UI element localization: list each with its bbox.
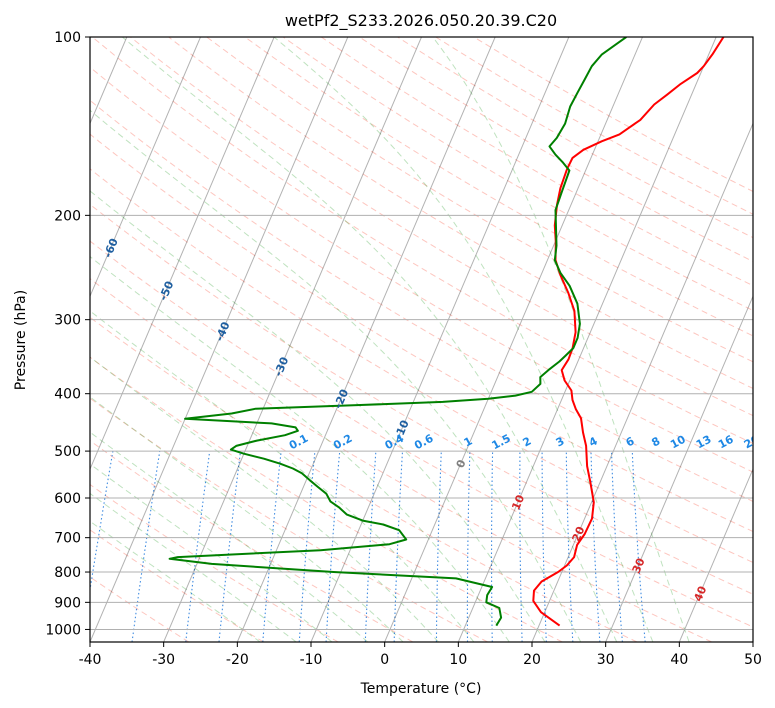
isotherm-label: -80 [0,151,10,175]
y-tick-label: 700 [54,531,81,547]
dry-adiabat [90,203,753,595]
isotherm-line [752,640,753,642]
plot-background [90,37,753,642]
dry-adiabat [90,356,563,642]
profile-line [168,37,627,627]
mixing-ratio-line [631,451,646,642]
y-tick-label: 900 [54,595,81,611]
x-tick-label: 20 [523,652,541,668]
x-tick-label: -30 [152,652,175,668]
dry-adiabat [90,240,753,628]
x-tick-label: 50 [744,652,762,668]
dry-adiabat [282,37,753,312]
isotherm-line [384,37,643,642]
isotherm-label: 40 [691,584,709,603]
y-axis-ticks: 100 200 300 400 500 600 700 800 900 1000 [45,30,90,638]
y-tick-label: 100 [54,30,81,46]
moist-adiabat [121,37,618,642]
dry-adiabat [90,133,753,533]
dry-adiabat [90,316,638,642]
mixing-ratio-label: 13 [694,433,714,452]
background-lines [90,37,753,642]
x-tick-label: 0 [380,652,389,668]
mixing-ratio-line [185,451,211,642]
x-tick-label: -20 [226,652,249,668]
moist-adiabat [90,310,475,642]
grid-lines [90,36,753,630]
moist-adiabat [90,463,333,642]
x-tick-label: -40 [79,652,102,668]
moist-adiabat [273,37,654,642]
moist-adiabat [90,255,510,642]
mixing-ratio-label: 20 [742,433,762,452]
isotherm-line [236,37,496,642]
isotherm-line [531,122,753,642]
dry-adiabat [91,37,753,445]
dry-adiabat [90,168,753,563]
mixing-ratio-label: 25 [768,433,775,452]
mixing-ratio-line [298,451,316,642]
y-tick-label: 800 [54,565,81,581]
isotherm-line [90,37,275,471]
isotherm-line [605,295,753,642]
moist-adiabat [90,520,261,642]
dry-adiabat [90,99,753,502]
x-tick-label: 30 [597,652,615,668]
mixing-ratio-label: 16 [716,433,736,452]
x-axis-ticks: -40 -30 -20 -10 0 10 20 30 40 50 [79,642,762,668]
y-tick-label: 300 [54,313,81,329]
dry-adiabat [130,37,753,417]
y-axis-title: Pressure (hPa) [13,290,29,390]
isotherm-line [163,37,422,642]
mixing-ratio-label: 10 [668,433,688,452]
isotherm-label: 10 [509,493,527,512]
isotherm-line [457,37,717,642]
mixing-ratio-line [90,451,114,594]
dry-adiabat [90,278,712,642]
chart-title: wetPf2_S233.2026.050.20.39.C20 [285,11,557,31]
y-tick-label: 600 [54,491,81,507]
mixing-ratio-line [131,451,161,642]
isotherm-line [310,37,570,642]
y-tick-label: 400 [54,387,81,403]
x-axis-title: Temperature (°C) [360,681,482,697]
moist-adiabat [90,492,297,642]
dry-adiabat [168,37,753,389]
mixing-ratio-line [218,451,242,642]
moist-adiabat [90,356,439,642]
mixing-ratio-line [262,451,282,642]
isotherm-line [678,467,753,642]
isotherm-label: 20 [570,524,588,543]
dry-adiabat [244,37,753,337]
x-tick-label: 40 [670,652,688,668]
x-tick-label: 10 [449,652,467,668]
isotherm-line [90,37,349,642]
y-tick-label: 1000 [45,622,81,638]
moist-adiabat [90,431,369,642]
y-tick-label: 200 [54,208,81,224]
profile-series [168,37,725,627]
dry-adiabat [90,483,339,642]
isotherm-line [90,37,201,298]
dry-adiabat [90,529,264,642]
moist-adiabat [432,37,690,642]
x-tick-label: -10 [300,652,323,668]
isotherm-label: 30 [630,556,648,575]
moist-adiabat [90,396,404,642]
y-tick-label: 500 [54,444,81,460]
plot-frame [89,36,754,643]
